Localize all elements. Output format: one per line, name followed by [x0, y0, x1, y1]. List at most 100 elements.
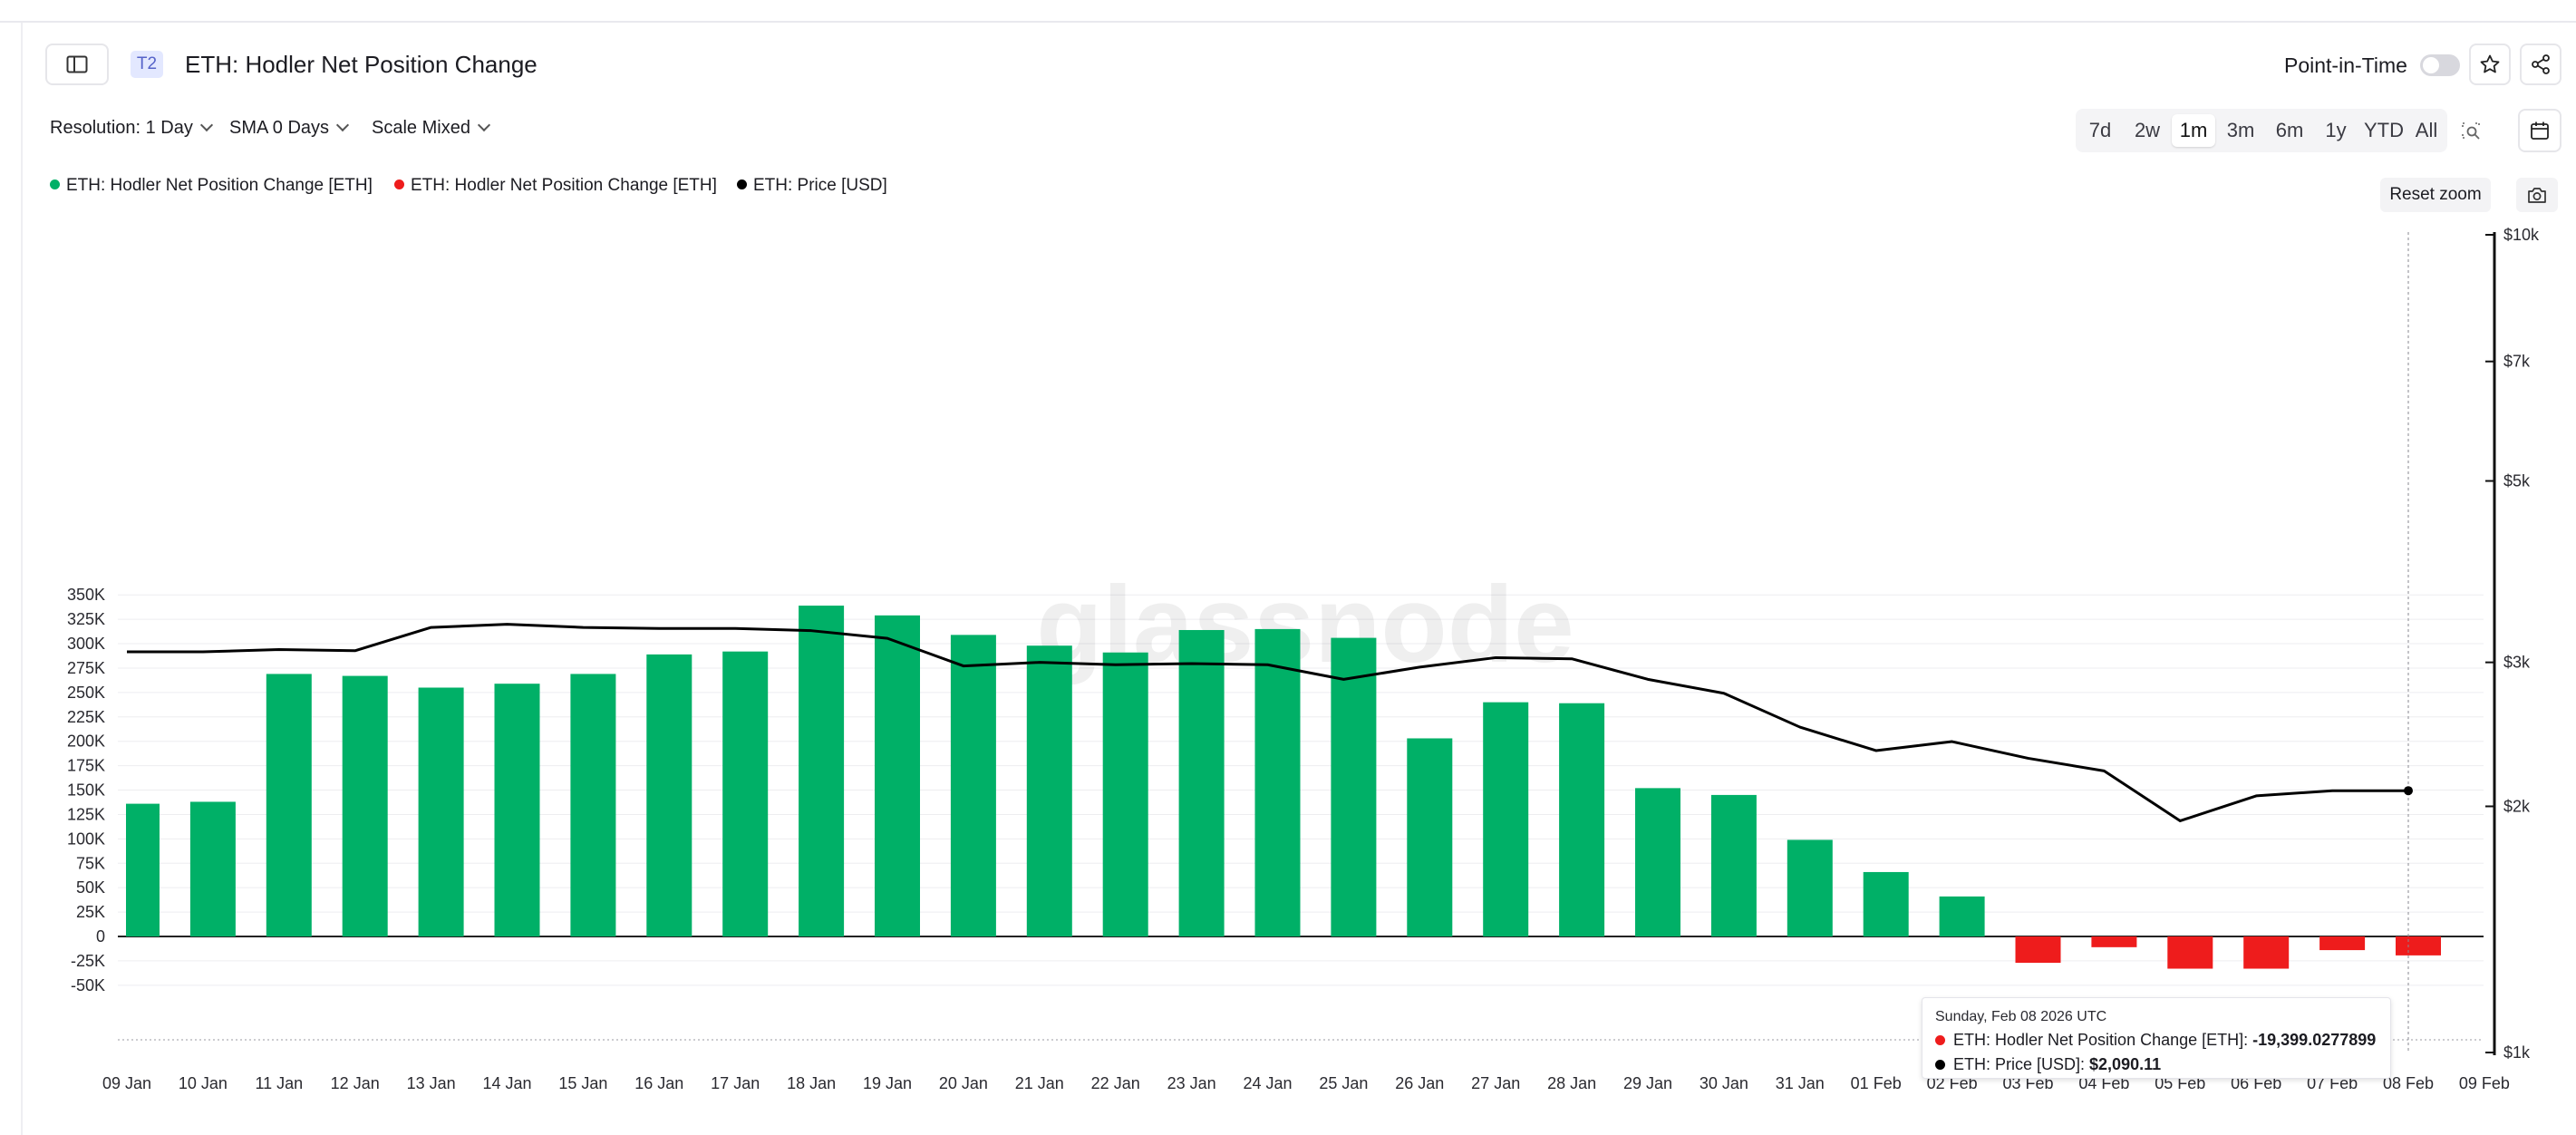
- sma-dropdown[interactable]: SMA 0 Days: [229, 118, 350, 139]
- legend-dot-red: [394, 179, 404, 189]
- range-2w[interactable]: 2w: [2134, 119, 2161, 141]
- bar-positive[interactable]: [1026, 645, 1072, 936]
- legend-label: ETH: Price [USD]: [753, 176, 887, 195]
- bar-positive[interactable]: [1710, 794, 1757, 936]
- top-divider: [0, 21, 2576, 23]
- point-in-time-toggle[interactable]: [2420, 54, 2460, 76]
- x-tick-label: 14 Jan: [482, 1074, 531, 1092]
- share-button[interactable]: [2520, 44, 2561, 85]
- bar-positive[interactable]: [342, 675, 388, 936]
- x-tick-label: 26 Jan: [1395, 1074, 1444, 1092]
- y-left-tick-label: 100K: [67, 829, 105, 848]
- bar-negative[interactable]: [2091, 936, 2137, 947]
- y-left-tick-label: 325K: [67, 610, 105, 628]
- y-left-tick-label: 75K: [76, 854, 105, 872]
- range-1y[interactable]: 1y: [2325, 119, 2347, 141]
- toggle-sidebar-button[interactable]: [45, 44, 109, 85]
- x-tick-label: 28 Jan: [1547, 1074, 1596, 1092]
- y-left-tick-label: 250K: [67, 684, 105, 702]
- screenshot-button[interactable]: [2516, 178, 2558, 212]
- legend-dot-black: [737, 179, 747, 189]
- tooltip-row-price: ETH: Price [USD]: $2,090.11: [1935, 1055, 2377, 1074]
- x-tick-label: 21 Jan: [1015, 1074, 1064, 1092]
- tooltip-dot-black: [1935, 1060, 1945, 1070]
- bar-positive[interactable]: [494, 684, 540, 936]
- y-left-tick-label: 200K: [67, 732, 105, 751]
- x-tick-label: 11 Jan: [255, 1074, 303, 1092]
- point-in-time-label: Point-in-Time: [2284, 53, 2407, 77]
- bar-positive[interactable]: [1178, 629, 1225, 936]
- bar-positive[interactable]: [1863, 871, 1909, 936]
- bar-positive[interactable]: [1254, 628, 1301, 936]
- bar-positive[interactable]: [1939, 896, 1985, 936]
- x-tick-label: 18 Jan: [787, 1074, 836, 1092]
- bar-positive[interactable]: [1483, 702, 1529, 936]
- calendar-button[interactable]: [2518, 109, 2561, 152]
- bar-positive[interactable]: [189, 801, 236, 936]
- range-3m[interactable]: 3m: [2226, 119, 2255, 141]
- x-tick-label: 19 Jan: [863, 1074, 912, 1092]
- bar-positive[interactable]: [1635, 788, 1680, 936]
- legend-label: ETH: Hodler Net Position Change [ETH]: [411, 176, 717, 195]
- reset-zoom-button[interactable]: Reset zoom: [2380, 178, 2491, 212]
- bar-positive[interactable]: [799, 606, 845, 936]
- bar-positive[interactable]: [1331, 637, 1377, 936]
- tier-badge: T2: [131, 51, 163, 78]
- range-6m[interactable]: 6m: [2275, 119, 2304, 141]
- y-right-tick-label: $10k: [2503, 226, 2540, 244]
- x-tick-label: 16 Jan: [634, 1074, 683, 1092]
- range-1m[interactable]: 1m: [2172, 114, 2215, 147]
- tooltip-label: ETH: Hodler Net Position Change [ETH]:: [1953, 1031, 2253, 1049]
- y-right-tick-label: $7k: [2503, 353, 2531, 371]
- scale-dropdown[interactable]: Scale Mixed: [372, 118, 491, 139]
- x-tick-label: 29 Jan: [1623, 1074, 1672, 1092]
- bar-positive[interactable]: [570, 674, 616, 936]
- y-left-tick-label: 225K: [67, 708, 105, 726]
- y-right-tick-label: $3k: [2503, 654, 2531, 672]
- x-tick-label: 24 Jan: [1243, 1074, 1292, 1092]
- sma-label: SMA 0 Days: [229, 118, 330, 138]
- legend-item-net-position-positive[interactable]: ETH: Hodler Net Position Change [ETH]: [50, 176, 373, 196]
- bar-positive[interactable]: [1559, 703, 1605, 936]
- x-tick-label: 12 Jan: [331, 1074, 380, 1092]
- y-left-tick-label: 150K: [67, 781, 105, 800]
- bar-negative[interactable]: [2015, 936, 2061, 964]
- legend-item-price[interactable]: ETH: Price [USD]: [737, 176, 887, 196]
- bar-positive[interactable]: [875, 615, 920, 936]
- y-left-tick-label: 50K: [76, 878, 105, 897]
- bar-negative[interactable]: [2243, 936, 2290, 969]
- toggle-knob: [2423, 57, 2439, 73]
- favorite-button[interactable]: [2469, 44, 2511, 85]
- bar-positive[interactable]: [722, 651, 769, 936]
- bar-positive[interactable]: [266, 674, 312, 936]
- chart-tooltip: Sunday, Feb 08 2026 UTC ETH: Hodler Net …: [1922, 997, 2391, 1079]
- x-tick-label: 09 Feb: [2459, 1074, 2510, 1092]
- camera-icon: [2528, 188, 2546, 203]
- x-tick-label: 02 Feb: [1927, 1074, 1978, 1092]
- x-tick-label: 06 Feb: [2231, 1074, 2281, 1092]
- y-left-tick-label: 125K: [67, 805, 105, 823]
- legend-item-net-position-negative[interactable]: ETH: Hodler Net Position Change [ETH]: [394, 176, 717, 196]
- bar-negative[interactable]: [2319, 936, 2366, 951]
- range-ytd[interactable]: YTD: [2364, 119, 2404, 141]
- bar-positive[interactable]: [1102, 652, 1148, 936]
- x-tick-label: 03 Feb: [2002, 1074, 2053, 1092]
- resolution-dropdown[interactable]: Resolution: 1 Day: [50, 118, 213, 139]
- bar-negative[interactable]: [2167, 936, 2213, 969]
- tooltip-value: -19,399.0277899: [2252, 1031, 2377, 1049]
- bar-positive[interactable]: [418, 687, 464, 936]
- range-7d[interactable]: 7d: [2088, 119, 2112, 141]
- y-right-tick-label: $2k: [2503, 797, 2531, 815]
- bar-positive[interactable]: [126, 803, 160, 936]
- bar-positive[interactable]: [646, 654, 692, 936]
- range-all[interactable]: All: [2415, 119, 2438, 141]
- bar-positive[interactable]: [1787, 839, 1833, 936]
- zoom-select-button[interactable]: [2453, 112, 2489, 149]
- legend-dot-green: [50, 179, 60, 189]
- bar-negative[interactable]: [2396, 936, 2441, 956]
- x-tick-label: 08 Feb: [2383, 1074, 2434, 1092]
- bar-positive[interactable]: [1407, 738, 1453, 936]
- price-point-highlight: [2404, 786, 2413, 796]
- bar-positive[interactable]: [950, 635, 996, 936]
